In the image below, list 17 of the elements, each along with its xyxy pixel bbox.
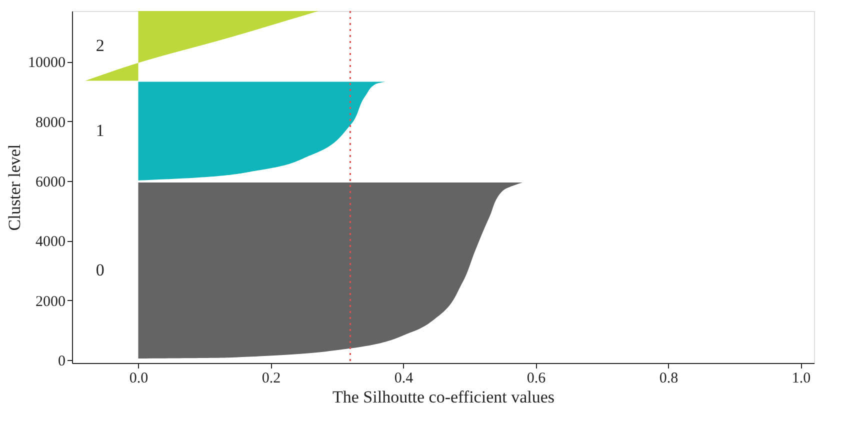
x-tick-label: 0.2 <box>262 370 281 386</box>
series-label: 2 <box>96 36 104 55</box>
x-tick-label: 0.4 <box>394 370 414 386</box>
series-label: 1 <box>96 121 104 140</box>
y-tick-label: 0 <box>58 354 66 370</box>
x-tick-label: 0.6 <box>526 370 546 386</box>
x-tick-label: 1.0 <box>792 370 811 386</box>
y-axis-title: Cluster level <box>5 144 24 231</box>
x-tick-label: 0.8 <box>659 370 678 386</box>
y-tick-label: 8000 <box>36 114 66 131</box>
y-tick-label: 4000 <box>36 234 66 250</box>
series-label: 0 <box>96 260 104 280</box>
y-tick-label: 10000 <box>28 55 66 72</box>
x-tick-label: 0.0 <box>129 370 148 386</box>
x-axis-title: The Silhoutte co-efficient values <box>332 388 555 406</box>
y-tick-label: 6000 <box>36 174 66 191</box>
y-tick-label: 2000 <box>36 294 66 310</box>
